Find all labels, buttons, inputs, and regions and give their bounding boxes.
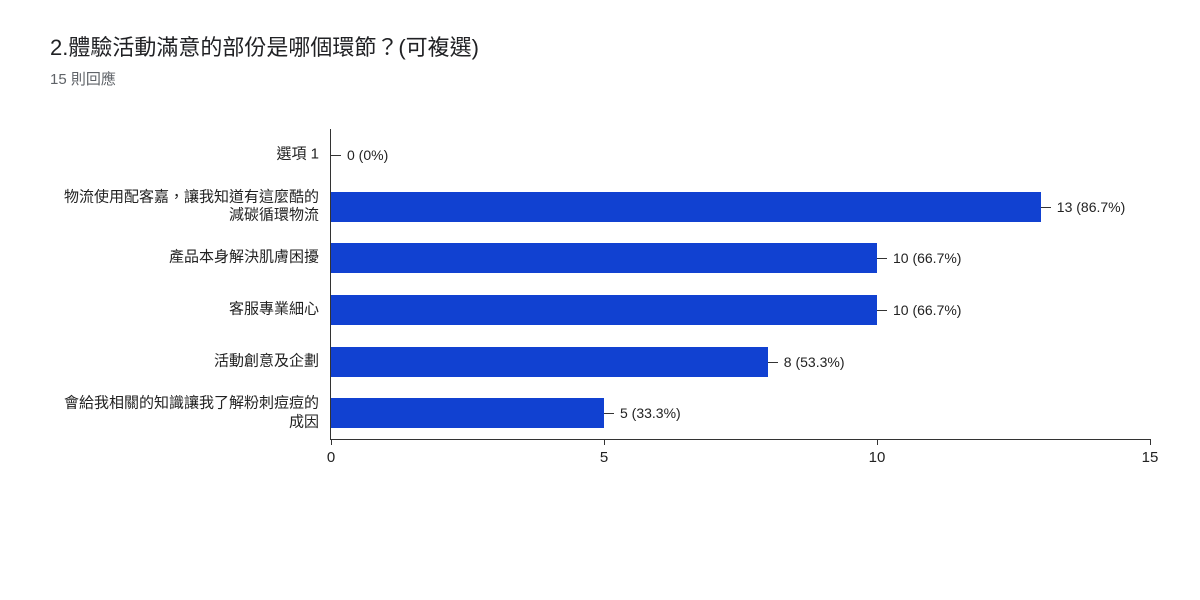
x-tick — [331, 439, 332, 445]
bar: 13 (86.7%) — [331, 192, 1041, 222]
category-label: 客服專業細心 — [59, 300, 319, 319]
value-label: 10 (66.7%) — [877, 250, 961, 266]
x-tick-label: 15 — [1142, 449, 1159, 466]
category-label: 選項 1 — [59, 145, 319, 164]
chart-card: 2.體驗活動滿意的部份是哪個環節？(可複選) 15 則回應 選項 1 0 (0%)… — [0, 0, 1200, 600]
plot-region: 選項 10 (0%)物流使用配客嘉，讓我知道有這麼酷的減碳循環物流13 (86.… — [330, 129, 1150, 440]
category-label: 活動創意及企劃 — [59, 352, 319, 371]
bar: 10 (66.7%) — [331, 295, 877, 325]
x-tick-label: 0 — [327, 449, 335, 466]
bar: 5 (33.3%) — [331, 398, 604, 428]
value-label: 8 (53.3%) — [768, 354, 845, 370]
category-label: 物流使用配客嘉，讓我知道有這麼酷的減碳循環物流 — [59, 188, 319, 226]
bar: 8 (53.3%) — [331, 347, 768, 377]
category-label: 產品本身解決肌膚困擾 — [59, 249, 319, 268]
value-label: 0 (0%) — [331, 147, 388, 163]
bar: 10 (66.7%) — [331, 243, 877, 273]
value-label: 13 (86.7%) — [1041, 199, 1125, 215]
x-tick — [1150, 439, 1151, 445]
value-label: 10 (66.7%) — [877, 302, 961, 318]
response-count: 15 則回應 — [50, 68, 1150, 89]
x-tick-label: 5 — [600, 449, 608, 466]
value-label: 5 (33.3%) — [604, 405, 681, 421]
chart-title: 2.體驗活動滿意的部份是哪個環節？(可複選) — [50, 30, 1150, 62]
x-tick — [877, 439, 878, 445]
chart-area: 選項 1 0 (0%) 物流使用配客嘉，讓我知道有這麼酷的減碳循環物流 13 (86.… — [50, 129, 1150, 509]
x-tick-label: 10 — [869, 449, 886, 466]
category-label: 會給我相關的知識讓我了解粉刺痘痘的成因 — [59, 394, 319, 432]
x-tick — [604, 439, 605, 445]
